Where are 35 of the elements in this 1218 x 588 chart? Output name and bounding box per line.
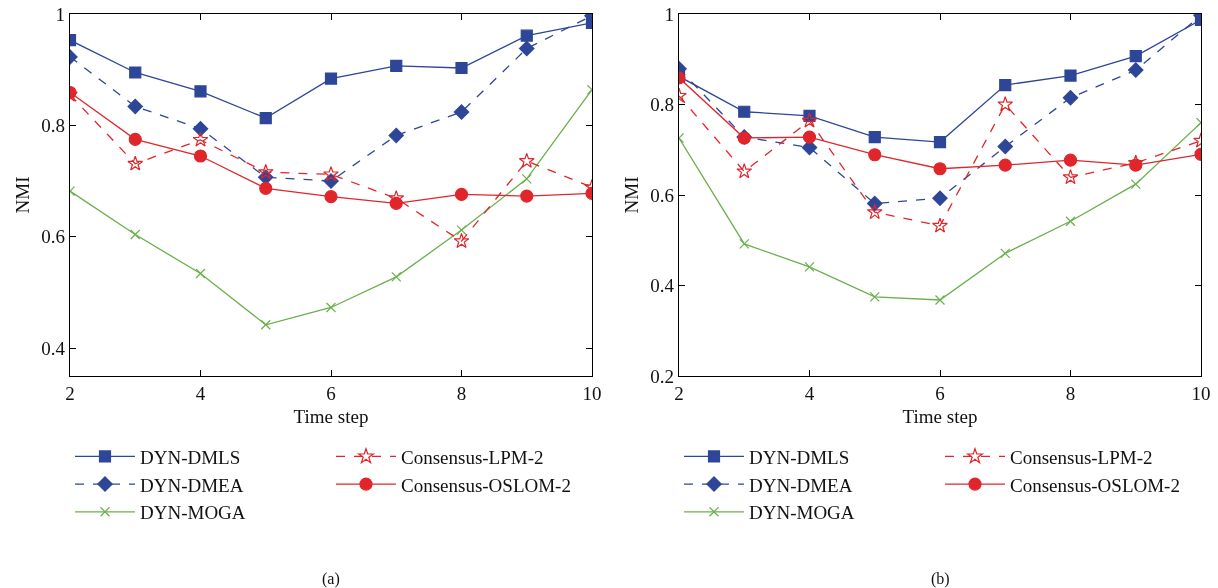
- legend-label: DYN-MOGA: [140, 502, 246, 524]
- legend-label: Consensus-LPM-2: [1010, 446, 1153, 468]
- y-tick-label: 0.4: [650, 275, 675, 297]
- x-tick-label: 2: [674, 383, 684, 404]
- text: (a): [322, 570, 340, 588]
- x-tick-label: 8: [456, 383, 467, 404]
- legend-label: DYN-DMLS: [140, 446, 241, 468]
- y-axis-title: NMI: [621, 176, 643, 214]
- x-axis-title: Time step: [902, 405, 978, 427]
- legend-label: Consensus-OSLOM-2: [401, 474, 571, 496]
- legend-label: DYN-MOGA: [749, 502, 855, 524]
- y-tick-label: 0.2: [650, 365, 674, 387]
- x-tick-label: 6: [326, 383, 336, 404]
- y-tick-label: 1: [664, 3, 674, 25]
- legend-label: DYN-DMLS: [749, 446, 850, 468]
- x-tick-label: 2: [65, 383, 75, 404]
- x-tick-label: 10: [1191, 383, 1211, 404]
- y-tick-label: 0.4: [41, 337, 66, 359]
- y-tick-label: 0.6: [650, 184, 674, 206]
- x-tick-label: 10: [582, 383, 602, 404]
- x-tick-label: 6: [935, 383, 945, 404]
- x-axis-title: Time step: [293, 405, 369, 427]
- y-tick-label: 0.6: [41, 226, 65, 248]
- text: (b): [931, 570, 950, 588]
- x-tick-label: 4: [195, 383, 206, 404]
- y-tick-label: 0.8: [650, 94, 674, 116]
- legend-label: Consensus-OSLOM-2: [1010, 474, 1180, 496]
- x-tick-label: 8: [1065, 383, 1076, 404]
- legend-label: DYN-DMEA: [749, 474, 853, 496]
- y-tick-label: 1: [55, 3, 65, 25]
- y-axis-title: NMI: [12, 176, 34, 214]
- x-tick-label: 4: [804, 383, 815, 404]
- legend-label: Consensus-LPM-2: [401, 446, 544, 468]
- y-tick-label: 0.8: [41, 115, 65, 137]
- legend-label: DYN-DMEA: [140, 474, 244, 496]
